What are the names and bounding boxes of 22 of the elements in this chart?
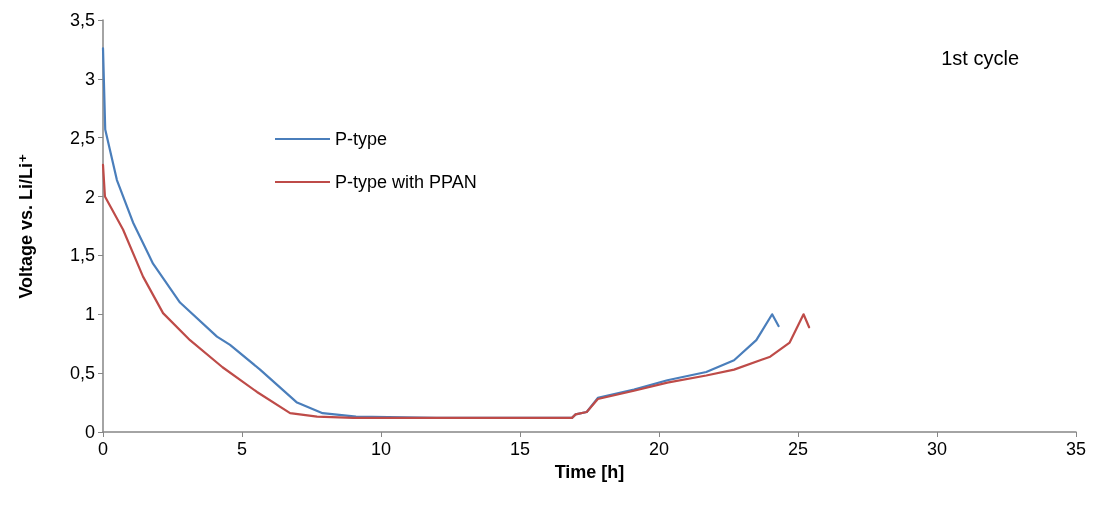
legend-label: P-type <box>335 129 388 149</box>
x-tick-label: 25 <box>787 439 809 459</box>
x-tick-label: 15 <box>509 439 531 459</box>
y-tick-label: 1 <box>84 304 95 325</box>
y-tick-label: 2,5 <box>69 127 95 148</box>
y-tick-label: 3,5 <box>69 10 95 30</box>
x-tick-label: 5 <box>236 439 248 459</box>
x-tick-label: 30 <box>926 439 948 459</box>
y-axis-title: Voltage vs. Li/Li⁺ <box>16 153 36 299</box>
y-tick-label: 0,5 <box>69 363 95 384</box>
x-tick-label: 20 <box>648 439 670 459</box>
x-tick-label: 10 <box>370 439 392 459</box>
y-tick-label: 0 <box>84 422 95 442</box>
y-tick-label: 1,5 <box>69 245 95 266</box>
annotation: 1st cycle <box>941 47 1020 69</box>
x-tick-label: 35 <box>1065 439 1087 459</box>
line-series <box>101 163 811 419</box>
x-tick-label: 0 <box>97 439 109 459</box>
x-axis-title: Time [h] <box>554 461 625 482</box>
y-tick-label: 3 <box>84 68 95 89</box>
y-tick-label: 2 <box>84 186 95 207</box>
legend-label: P-type with PPAN <box>335 172 477 192</box>
